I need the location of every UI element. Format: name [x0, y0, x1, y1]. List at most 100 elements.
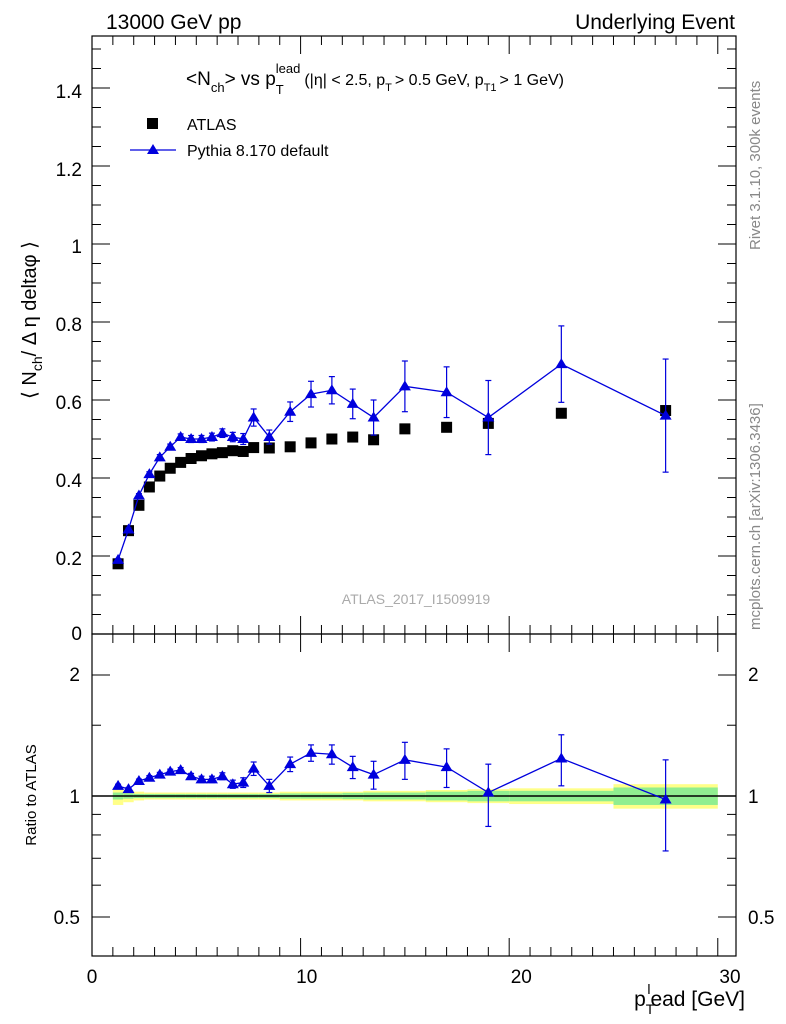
xlabel-a-sub: T: [646, 1001, 655, 1017]
atlas-point-8: [196, 450, 208, 462]
pythia-point-5: [164, 440, 177, 451]
y-tick-1.4: 1.4: [56, 82, 83, 103]
plot-title: <Nch> vs pTlead(|η| < 2.5, pT > 0.5 GeV, …: [186, 61, 564, 97]
atlas-point-5: [164, 462, 176, 474]
legend-pythia-marker: [147, 144, 159, 154]
rivet-label: Rivet 3.1.10, 300k events: [747, 81, 764, 250]
ratio-point-5: [164, 765, 177, 776]
x-tick-labels: 0 10 20 30: [87, 967, 741, 988]
legend: ATLAS Pythia 8.170 default: [130, 117, 329, 160]
ylabel-a: ⟨ N: [19, 371, 41, 399]
pythia-point-23: [555, 358, 568, 369]
pythia-point-1: [122, 523, 135, 534]
ratio-point-24: [659, 793, 672, 804]
title-cuts-3: > 1 GeV): [500, 72, 564, 89]
atlas-point-7: [185, 453, 197, 464]
atlas-point-20: [399, 423, 411, 435]
pythia-point-19: [367, 411, 380, 422]
legend-atlas-label: ATLAS: [187, 117, 237, 134]
atlas-point-15: [284, 441, 296, 453]
ratio-point-12: [237, 776, 250, 787]
ratio-tick-0.5-left: 0.5: [54, 908, 80, 929]
ratio-point-0: [112, 779, 125, 790]
ratio-tick-2-right: 2: [748, 665, 759, 686]
y-tick-0.6: 0.6: [56, 393, 82, 414]
title-mid-sub: T: [276, 82, 284, 97]
ratio-tick-1-right: 1: [748, 787, 759, 808]
atlas-point-18: [347, 431, 359, 443]
y-tick-0.2: 0.2: [56, 549, 82, 570]
pythia-point-11: [226, 431, 239, 442]
atlas-point-21: [441, 421, 453, 433]
title-mid: > vs p: [225, 69, 276, 90]
ratio-point-10: [216, 770, 229, 781]
y-tick-0.4: 0.4: [56, 471, 83, 492]
pythia-point-20: [398, 380, 411, 391]
atlas-point-14: [263, 442, 275, 454]
ratio-point-22: [482, 786, 495, 797]
pythia-point-0: [112, 553, 125, 564]
pythia-point-15: [284, 405, 297, 416]
atlas-series: [112, 405, 672, 570]
legend-pythia-label: Pythia 8.170 default: [187, 143, 329, 160]
atlas-point-12: [237, 445, 249, 457]
atlas-point-2: [133, 499, 145, 511]
pythia-point-4: [153, 451, 166, 462]
ratio-series: [112, 734, 672, 852]
ratio-point-11: [226, 778, 239, 789]
atlas-point-4: [154, 470, 166, 482]
pythia-line: [117, 363, 666, 561]
pythia-point-7: [185, 433, 198, 443]
pythia-point-12: [237, 433, 250, 443]
pythia-point-2: [132, 489, 145, 500]
title-cuts-2-sub: T1: [484, 82, 497, 94]
ratio-y-axis-label: Ratio to ATLAS: [23, 744, 40, 845]
ratio-point-2: [132, 774, 145, 785]
legend-atlas-marker: [147, 118, 158, 129]
x-axis-label: pTlead [GeV]: [634, 981, 745, 1017]
xlabel-a: p: [634, 988, 646, 1011]
pythia-point-22: [482, 411, 495, 422]
ratio-point-14: [263, 779, 276, 790]
ratio-point-7: [185, 770, 198, 781]
y-tick-1: 1: [71, 237, 82, 258]
ratio-point-1: [122, 783, 135, 794]
ratio-point-17: [325, 748, 338, 759]
ratio-point-3: [143, 771, 156, 782]
title-cuts-1-sub: T: [385, 82, 392, 94]
ratio-point-23: [555, 752, 568, 763]
x-tick-10: 10: [296, 967, 317, 988]
pythia-point-8: [195, 433, 208, 443]
atlas-point-23: [555, 407, 567, 419]
ylabel-a-sub: ch: [29, 356, 45, 371]
ratio-point-9: [205, 773, 218, 784]
x-tick-20: 20: [511, 967, 532, 988]
title-mid-sup: lead: [276, 61, 301, 76]
mcplots-label: mcplots.cern.ch [arXiv:1306.3436]: [747, 403, 764, 630]
pythia-point-3: [143, 468, 156, 479]
pythia-point-18: [346, 397, 359, 408]
pythia-point-10: [216, 427, 229, 438]
ratio-tick-2-left: 2: [69, 665, 80, 686]
pythia-point-24: [659, 409, 672, 420]
ratio-point-16: [305, 746, 318, 757]
pythia-point-17: [325, 384, 338, 395]
atlas-point-19: [368, 434, 380, 446]
x-tick-30: 30: [719, 967, 740, 988]
title-main-sub: ch: [211, 80, 225, 95]
atlas-point-9: [206, 448, 218, 460]
pythia-point-6: [174, 431, 187, 442]
y-axis-label: ⟨ Nch/ Δ η deltaφ ⟩: [19, 241, 45, 399]
pythia-series: [112, 325, 672, 564]
y-tick-0: 0: [71, 624, 82, 645]
ratio-tick-labels: 0.5 1 2 0.5 1 2: [54, 665, 775, 929]
y-tick-1.2: 1.2: [56, 160, 82, 181]
ratio-point-19: [367, 768, 380, 779]
ratio-point-20: [398, 753, 411, 764]
ylabel-b: / Δ η deltaφ ⟩: [19, 241, 41, 356]
pythia-point-16: [305, 388, 318, 399]
axis-ticks: [91, 36, 736, 956]
x-tick-0: 0: [87, 967, 98, 988]
pythia-point-14: [263, 431, 276, 442]
ratio-point-6: [174, 764, 187, 775]
